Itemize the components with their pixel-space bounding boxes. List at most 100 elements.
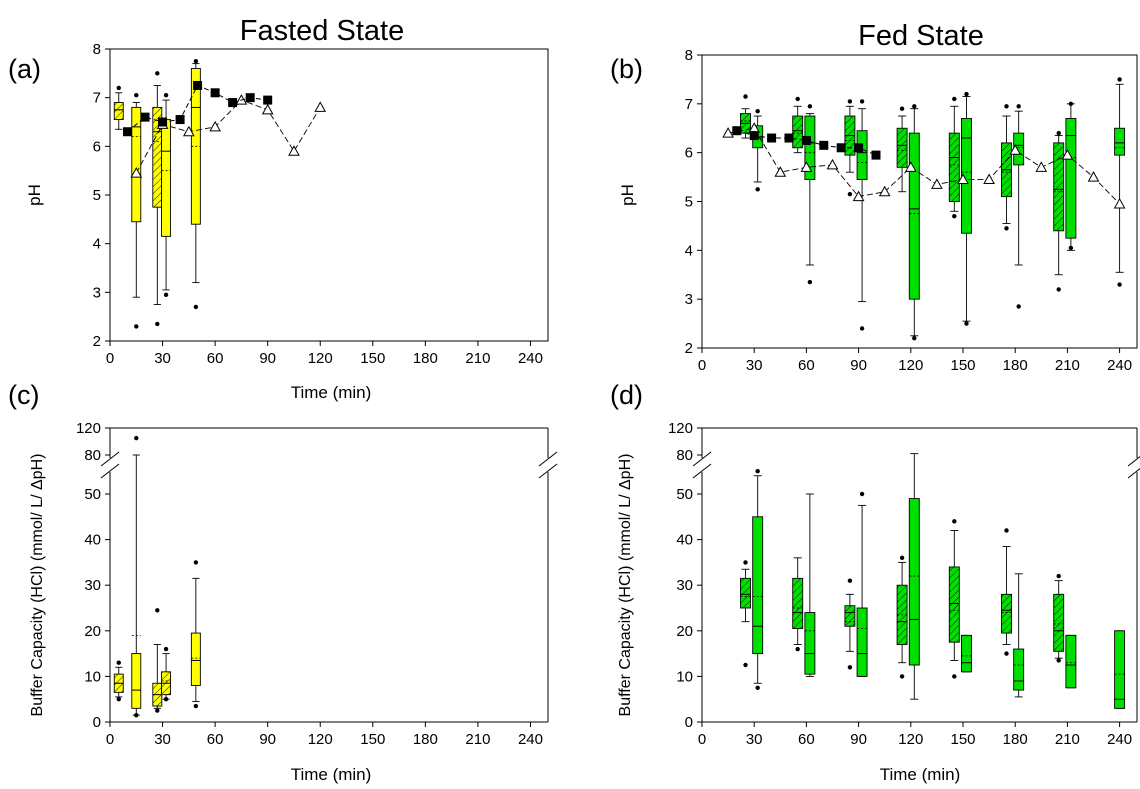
- box-group: [896, 555, 908, 679]
- outlier-point: [912, 104, 917, 109]
- box-hatch: [1053, 142, 1064, 231]
- x-tick-label: 30: [154, 731, 171, 748]
- outlier-point: [952, 96, 957, 102]
- outlier-point: [193, 58, 199, 64]
- box-body: [908, 132, 920, 300]
- outlier-point: [163, 697, 169, 702]
- triangle-marker: [1087, 171, 1100, 182]
- outlier-point: [899, 106, 905, 111]
- outlier-point: [1117, 77, 1122, 82]
- outlier-point: [847, 191, 853, 197]
- plot-frame: [109, 48, 549, 342]
- triangle-marker: [182, 125, 195, 137]
- box-group: [804, 493, 816, 677]
- triangle-marker: [1035, 161, 1048, 172]
- triangle-marker: [878, 185, 891, 197]
- ylabel-c: Buffer Capacity (HCl) (mmol/ L/ ΔpH): [29, 454, 46, 717]
- outlier-point: [1056, 130, 1061, 136]
- box-body: [1114, 630, 1126, 709]
- y-tick-label: 4: [93, 236, 101, 253]
- ylabel-b: pH: [618, 184, 637, 206]
- box-group: [1001, 104, 1012, 231]
- x-tick-label: 0: [106, 731, 114, 748]
- square-marker: [749, 131, 759, 141]
- square-marker: [263, 95, 273, 105]
- y-tick-label: 20: [84, 623, 101, 640]
- x-tick-label: 120: [898, 731, 923, 748]
- outlier-point: [795, 646, 800, 652]
- axis-break-mark: [100, 463, 120, 479]
- x-tick-label: 150: [950, 357, 975, 374]
- box-group: [1001, 528, 1012, 656]
- x-tick-label: 120: [898, 357, 923, 374]
- box-group: [161, 646, 172, 702]
- square-marker: [140, 112, 150, 122]
- x-tick-label: 90: [259, 350, 276, 367]
- outlier-point: [134, 93, 139, 98]
- box-group: [792, 557, 804, 652]
- box-body: [804, 612, 816, 675]
- panel-label-d: (d): [610, 380, 643, 410]
- x-tick-label: 150: [950, 731, 975, 748]
- y-tick-label: 10: [84, 668, 101, 685]
- x-tick-label: 180: [1003, 357, 1028, 374]
- x-tick-label: 0: [106, 350, 114, 367]
- title-fed: Fed State: [858, 20, 984, 52]
- x-tick-label: 0: [698, 357, 706, 374]
- square-marker: [854, 143, 864, 153]
- box-group: [908, 104, 920, 341]
- y-tick-label: 6: [93, 138, 101, 155]
- triangle-marker: [774, 166, 787, 177]
- xlabel-a: Time (min): [291, 383, 372, 402]
- square-marker: [228, 98, 238, 108]
- x-tick-label: 210: [1055, 357, 1080, 374]
- axis-break-mark: [538, 451, 558, 467]
- y-tick-label: 0: [93, 714, 101, 731]
- outlier-point: [899, 555, 905, 561]
- outlier-point: [964, 91, 969, 97]
- box-group: [1053, 573, 1065, 663]
- y-tick-label: 4: [685, 242, 693, 259]
- square-marker: [732, 126, 742, 136]
- x-tick-label: 0: [698, 731, 706, 748]
- box-group: [740, 560, 751, 668]
- x-tick-label: 30: [154, 350, 171, 367]
- triangle-marker: [931, 178, 943, 189]
- box-group: [113, 660, 124, 702]
- box-body: [1065, 118, 1077, 239]
- box-hatch: [740, 578, 751, 608]
- outlier-point: [193, 703, 199, 709]
- y-tick-label: 8: [93, 41, 101, 58]
- outlier-point: [795, 96, 800, 102]
- box-body: [1114, 127, 1126, 156]
- box-group: [190, 58, 201, 310]
- box-group: [856, 491, 868, 677]
- triangle-marker: [904, 161, 917, 172]
- box-group: [1114, 77, 1126, 287]
- y-tick-label: 80: [676, 447, 693, 464]
- outlier-point: [155, 321, 160, 327]
- y-tick-label: 30: [84, 577, 101, 594]
- outlier-point: [163, 93, 169, 98]
- outlier-point: [755, 685, 760, 690]
- triangle-marker: [261, 103, 274, 115]
- triangle-marker: [288, 145, 300, 156]
- box-hatch: [897, 128, 908, 168]
- outlier-point: [155, 71, 160, 76]
- title-fasted: Fasted State: [240, 15, 404, 47]
- y-tick-label: 7: [685, 96, 693, 113]
- box-group: [896, 106, 908, 193]
- outlier-point: [807, 279, 813, 285]
- y-tick-label: 30: [676, 577, 693, 594]
- outlier-point: [859, 491, 865, 497]
- y-tick-label: 5: [685, 194, 693, 211]
- box-group: [961, 91, 972, 326]
- outlier-point: [912, 336, 917, 341]
- box-group: [152, 71, 163, 327]
- box-group: [844, 99, 856, 197]
- triangle-marker: [826, 158, 839, 170]
- outlier-point: [193, 304, 199, 310]
- outlier-point: [1016, 304, 1021, 309]
- triangle-marker: [130, 167, 143, 178]
